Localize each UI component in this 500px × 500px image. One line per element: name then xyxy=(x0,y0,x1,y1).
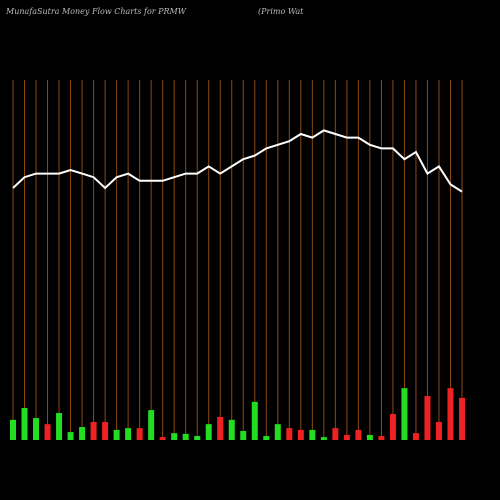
bar xyxy=(389,414,396,440)
bar xyxy=(263,436,270,440)
bar xyxy=(332,428,339,440)
bar xyxy=(125,428,132,440)
bar xyxy=(10,419,16,440)
bar xyxy=(435,422,442,440)
bar xyxy=(274,424,281,440)
money-flow-line xyxy=(12,129,463,193)
bar xyxy=(251,401,258,440)
bar xyxy=(320,437,327,440)
bar xyxy=(113,429,120,440)
bar xyxy=(343,434,350,440)
bar xyxy=(102,422,109,440)
bar xyxy=(366,434,373,440)
bar xyxy=(159,437,166,440)
bar xyxy=(136,428,143,440)
bar xyxy=(447,388,454,440)
bar xyxy=(79,427,86,440)
bar xyxy=(459,397,465,440)
bar xyxy=(424,396,431,440)
bar xyxy=(217,416,224,440)
chart-title: MunafaSutra Money Flow Charts for PRMW xyxy=(5,7,187,16)
bar xyxy=(240,431,247,440)
bar xyxy=(90,422,97,440)
bar xyxy=(194,436,201,440)
bar xyxy=(412,433,419,440)
bar xyxy=(228,419,235,440)
bar xyxy=(378,436,385,440)
bar xyxy=(286,428,293,440)
bar xyxy=(21,407,28,440)
bar xyxy=(401,388,408,440)
bar xyxy=(171,433,178,440)
bar xyxy=(33,418,40,440)
bar xyxy=(309,429,316,440)
bar xyxy=(148,410,155,440)
bar xyxy=(205,424,212,440)
bar xyxy=(355,429,362,440)
bar xyxy=(44,424,51,440)
bar xyxy=(297,429,304,440)
bar xyxy=(56,413,63,440)
chart-subtitle: (Primo Wat xyxy=(258,7,304,16)
bar xyxy=(67,432,74,440)
bar xyxy=(182,433,189,440)
